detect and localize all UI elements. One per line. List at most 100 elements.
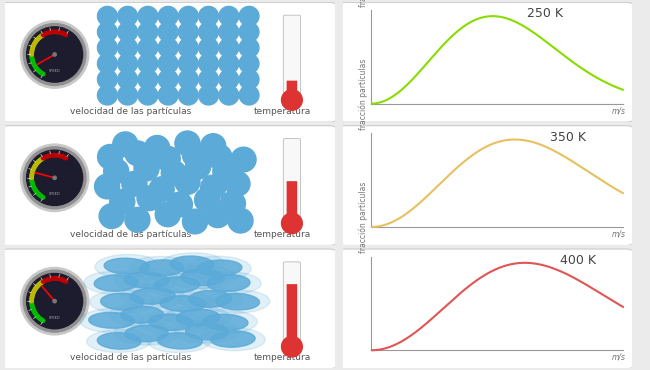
Text: temperatura: temperatura [254, 230, 311, 239]
Ellipse shape [37, 283, 40, 287]
Ellipse shape [32, 44, 35, 47]
Ellipse shape [281, 336, 302, 357]
Ellipse shape [36, 68, 40, 72]
Ellipse shape [23, 270, 86, 332]
Ellipse shape [125, 325, 168, 342]
Ellipse shape [158, 54, 178, 73]
Ellipse shape [220, 191, 246, 216]
Ellipse shape [52, 154, 55, 157]
Ellipse shape [41, 72, 44, 75]
Ellipse shape [62, 32, 66, 36]
Ellipse shape [46, 278, 49, 281]
Ellipse shape [98, 6, 117, 26]
Ellipse shape [199, 22, 218, 42]
Ellipse shape [30, 176, 33, 179]
Ellipse shape [30, 296, 34, 300]
Ellipse shape [41, 280, 44, 283]
Ellipse shape [199, 70, 218, 89]
Ellipse shape [62, 32, 65, 35]
Ellipse shape [225, 171, 250, 196]
Ellipse shape [42, 157, 45, 160]
Ellipse shape [46, 31, 49, 34]
Ellipse shape [34, 287, 37, 290]
Ellipse shape [31, 305, 34, 309]
Ellipse shape [32, 43, 36, 46]
FancyBboxPatch shape [0, 126, 337, 245]
Ellipse shape [30, 53, 33, 56]
Ellipse shape [140, 260, 184, 276]
Ellipse shape [31, 303, 34, 307]
Ellipse shape [40, 71, 43, 74]
Ellipse shape [39, 282, 42, 285]
Ellipse shape [32, 310, 36, 313]
Ellipse shape [118, 54, 138, 73]
Ellipse shape [62, 279, 66, 282]
Ellipse shape [53, 30, 56, 33]
Ellipse shape [55, 30, 58, 34]
Ellipse shape [231, 147, 256, 172]
Ellipse shape [138, 70, 158, 89]
Ellipse shape [175, 170, 200, 194]
Ellipse shape [30, 54, 33, 58]
Ellipse shape [64, 157, 68, 160]
Ellipse shape [41, 157, 44, 160]
Ellipse shape [64, 33, 67, 36]
Ellipse shape [36, 284, 40, 287]
Ellipse shape [49, 154, 53, 157]
Ellipse shape [30, 176, 33, 179]
Ellipse shape [179, 85, 198, 105]
Ellipse shape [144, 135, 170, 160]
Ellipse shape [42, 33, 45, 37]
Ellipse shape [160, 296, 206, 312]
Ellipse shape [31, 182, 34, 185]
Ellipse shape [43, 156, 46, 159]
FancyBboxPatch shape [283, 138, 300, 224]
Ellipse shape [33, 289, 36, 292]
Ellipse shape [118, 38, 138, 57]
Ellipse shape [30, 53, 33, 56]
Ellipse shape [213, 159, 238, 184]
Ellipse shape [53, 53, 57, 56]
Ellipse shape [40, 318, 44, 322]
Ellipse shape [38, 70, 41, 73]
Ellipse shape [170, 256, 214, 273]
Ellipse shape [35, 38, 38, 42]
Ellipse shape [138, 22, 158, 42]
Ellipse shape [30, 54, 33, 57]
Ellipse shape [34, 67, 38, 70]
Ellipse shape [122, 171, 147, 196]
Ellipse shape [33, 41, 36, 44]
Ellipse shape [64, 280, 68, 283]
Ellipse shape [30, 178, 33, 181]
Text: fracción partículas: fracción partículas [358, 182, 367, 253]
Ellipse shape [148, 329, 212, 353]
Ellipse shape [27, 150, 83, 205]
Ellipse shape [196, 272, 261, 295]
Ellipse shape [44, 155, 48, 158]
Ellipse shape [37, 160, 40, 163]
Ellipse shape [27, 27, 83, 82]
Ellipse shape [187, 256, 251, 280]
Ellipse shape [20, 268, 89, 335]
Ellipse shape [38, 316, 41, 320]
Ellipse shape [31, 49, 34, 52]
Ellipse shape [53, 154, 56, 157]
Ellipse shape [99, 204, 124, 229]
Ellipse shape [33, 288, 36, 291]
Ellipse shape [98, 333, 141, 349]
Ellipse shape [30, 56, 34, 60]
Ellipse shape [47, 154, 50, 158]
Ellipse shape [54, 30, 58, 34]
Ellipse shape [39, 71, 42, 74]
Ellipse shape [31, 48, 34, 51]
Ellipse shape [31, 46, 34, 50]
Ellipse shape [57, 30, 60, 34]
Ellipse shape [31, 183, 34, 186]
Ellipse shape [98, 85, 117, 105]
Ellipse shape [158, 38, 178, 57]
Ellipse shape [38, 159, 42, 162]
Ellipse shape [56, 30, 59, 34]
Ellipse shape [31, 58, 34, 62]
Ellipse shape [120, 306, 163, 323]
Ellipse shape [42, 157, 45, 160]
